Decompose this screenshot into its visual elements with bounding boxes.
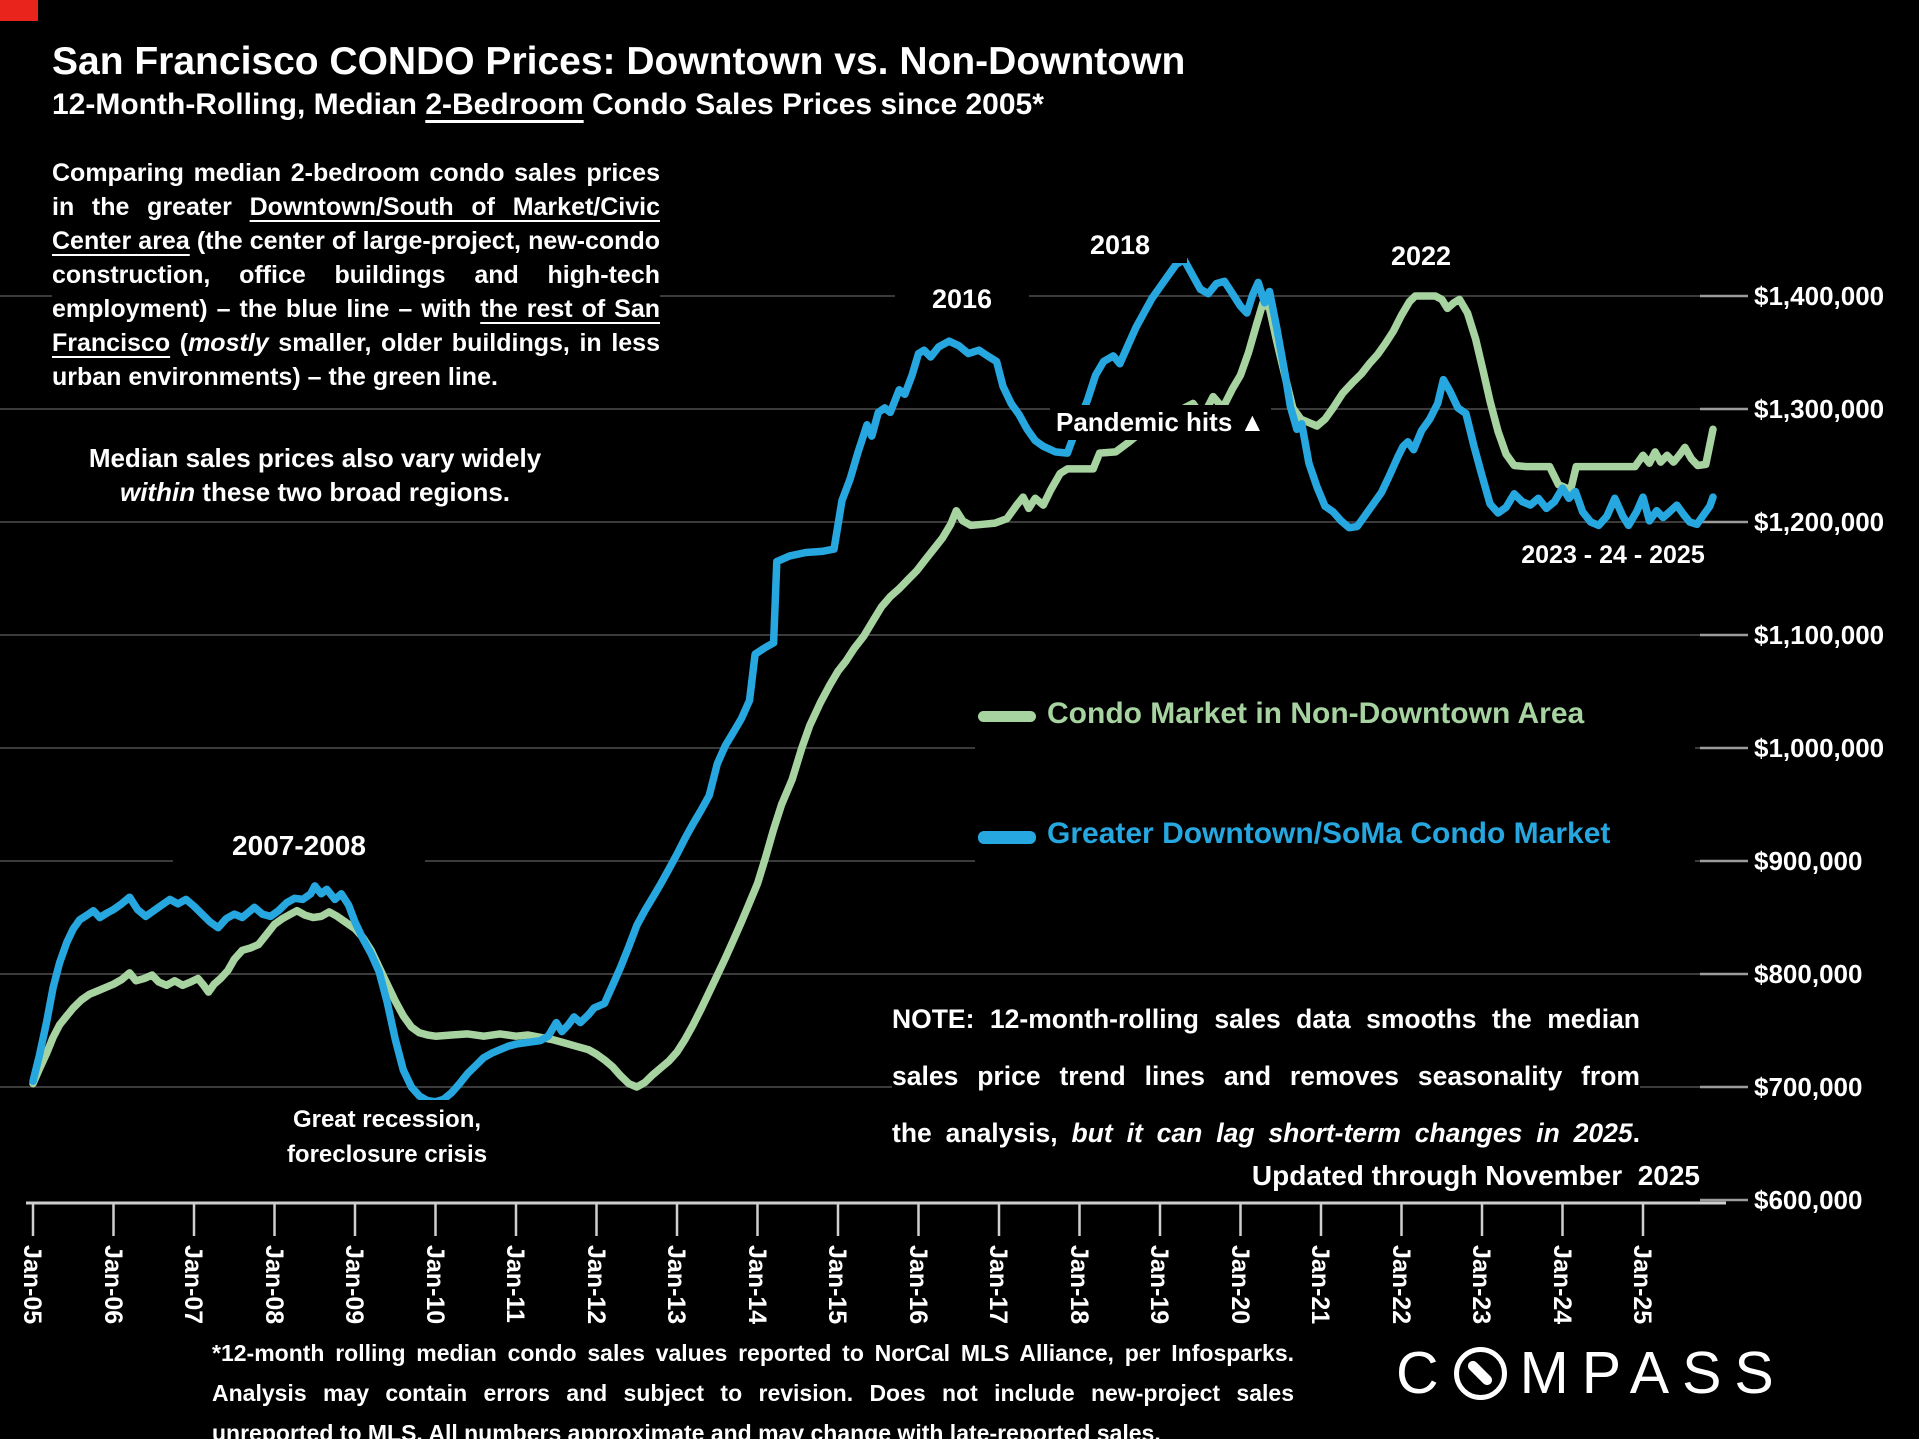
subtitle-pre: 12-Month-Rolling, Median [52,88,426,121]
intro-italic-mostly: mostly [188,329,269,357]
note-line-3: the analysis, but it can lag short-term … [892,1105,1640,1162]
y-tick-label-$1,000,000: $1,000,000 [1754,733,1885,763]
x-tick-label-Jan-17: Jan-17 [984,1245,1012,1325]
annotation-pandemic-hits: Pandemic hits ▲ [1050,405,1272,440]
y-tick-label-$1,300,000: $1,300,000 [1754,394,1885,424]
x-tick-label-Jan-15: Jan-15 [823,1245,851,1325]
note-text: the analysis, [892,1118,1072,1148]
annotation-2007-2008: 2007-2008 [173,828,425,864]
y-tick-label-$900,000: $900,000 [1754,846,1863,876]
x-tick-label-Jan-13: Jan-13 [662,1245,690,1325]
aside-text: Median sales prices also vary widely [88,443,542,473]
legend-item-downtown: Greater Downtown/SoMa Condo Market [975,815,1695,859]
x-tick-label-Jan-21: Jan-21 [1306,1245,1334,1325]
x-tick-label-Jan-24: Jan-24 [1547,1245,1576,1325]
x-tick-label-Jan-14: Jan-14 [742,1245,771,1325]
annotation-great-recession: Great recession, foreclosure crisis [250,1100,524,1174]
y-tick-label-$600,000: $600,000 [1754,1185,1863,1215]
legend-label-downtown: Greater Downtown/SoMa Condo Market [1047,817,1611,850]
x-tick-label-Jan-19: Jan-19 [1145,1245,1173,1325]
compass-logo: C MPASS [1396,1338,1787,1408]
updated-through-label: Updated through November 2025 [1240,1160,1700,1192]
note-line-2: sales price trend lines and removes seas… [892,1061,1640,1091]
note-italic: but it can lag short-term changes in 202… [1071,1118,1633,1148]
compass-needle-icon [1453,1346,1507,1400]
y-tick-label-$800,000: $800,000 [1754,959,1863,989]
x-tick-label-Jan-08: Jan-08 [259,1245,288,1325]
footnote-line-2: Analysis may contain errors and subject … [212,1380,1294,1406]
page-subtitle: 12-Month-Rolling, Median 2-Bedroom Condo… [52,88,1044,122]
annotation-2022: 2022 [1354,239,1488,274]
red-corner-mark [0,0,38,21]
aside-paragraph: Median sales prices also vary widely wit… [80,441,550,509]
footnote-line-1: *12-month rolling median condo sales val… [212,1340,1294,1366]
x-tick-label-Jan-10: Jan-10 [420,1245,449,1325]
x-tick-label-Jan-06: Jan-06 [98,1245,127,1325]
series-line-non-downtown [29,292,1717,1091]
y-tick-label-$700,000: $700,000 [1754,1072,1863,1102]
compass-logo-letters: MPASS [1519,1340,1787,1406]
x-tick-label-Jan-20: Jan-20 [1225,1245,1254,1325]
x-tick-label-Jan-16: Jan-16 [903,1245,932,1325]
intro-paragraph: Comparing median 2-bedroom condo sales p… [52,156,660,394]
y-tick-label-$1,100,000: $1,100,000 [1754,620,1885,650]
annotation-2018: 2018 [1053,228,1187,263]
y-tick-label-$1,200,000: $1,200,000 [1754,507,1885,537]
x-tick-label-Jan-22: Jan-22 [1386,1245,1415,1325]
x-tick-label-Jan-25: Jan-25 [1628,1245,1656,1325]
annotation-great-recession-line1: Great recession, [292,1106,482,1133]
legend-label-non-downtown: Condo Market in Non-Downtown Area [1047,697,1585,730]
compass-logo-letter-c: C [1396,1340,1452,1406]
intro-text: (the center of large-project, new-condo … [52,227,660,323]
chart-legend: Condo Market in Non-Downtown Area Greate… [975,695,1695,935]
note-text: . [1632,1118,1640,1148]
legend-item-non-downtown: Condo Market in Non-Downtown Area [975,695,1695,739]
x-tick-label-Jan-07: Jan-07 [179,1245,207,1325]
subtitle-post: Condo Sales Prices since 2005* [583,88,1044,121]
annotation-2023-24-2025: 2023 - 24 - 2025 [1487,539,1739,572]
legend-swatch-blue [978,831,1036,844]
x-tick-label-Jan-12: Jan-12 [581,1245,610,1325]
x-tick-label-Jan-05: Jan-05 [18,1245,46,1325]
x-tick-label-Jan-23: Jan-23 [1467,1245,1495,1325]
x-tick-label-Jan-09: Jan-09 [340,1245,368,1325]
intro-text: ( [170,329,189,357]
series-line-downtown [29,256,1717,1106]
footnote-line-3: unreported to MLS. All numbers approxima… [212,1420,1161,1439]
intro-text: Comparing median 2-bedroom condo sales p… [52,159,660,221]
footnote-block: *12-month rolling median condo sales val… [212,1333,1294,1439]
aside-text: these two broad regions. [195,477,511,507]
intro-text: smaller, older buildings, in less urban … [52,329,660,391]
aside-italic-within: within [119,477,196,507]
note-line-1: NOTE: 12-month-rolling sales data smooth… [892,1004,1640,1034]
annotation-2016: 2016 [895,282,1029,317]
note-block: NOTE: 12-month-rolling sales data smooth… [892,991,1640,1162]
x-tick-label-Jan-18: Jan-18 [1064,1245,1093,1325]
legend-swatch-green [978,711,1036,722]
x-tick-label-Jan-11: Jan-11 [501,1245,529,1323]
intro-underline-downtown: Downtown/South of Market/Civic Center ar… [52,193,660,255]
y-tick-label-$1,400,000: $1,400,000 [1754,281,1885,311]
subtitle-underlined: 2-Bedroom [425,88,584,121]
intro-underline-rest-of-sf: the rest of San Francisco [52,295,660,357]
page-title: San Francisco CONDO Prices: Downtown vs.… [52,40,1186,83]
annotation-great-recession-line2: foreclosure crisis [286,1141,488,1168]
